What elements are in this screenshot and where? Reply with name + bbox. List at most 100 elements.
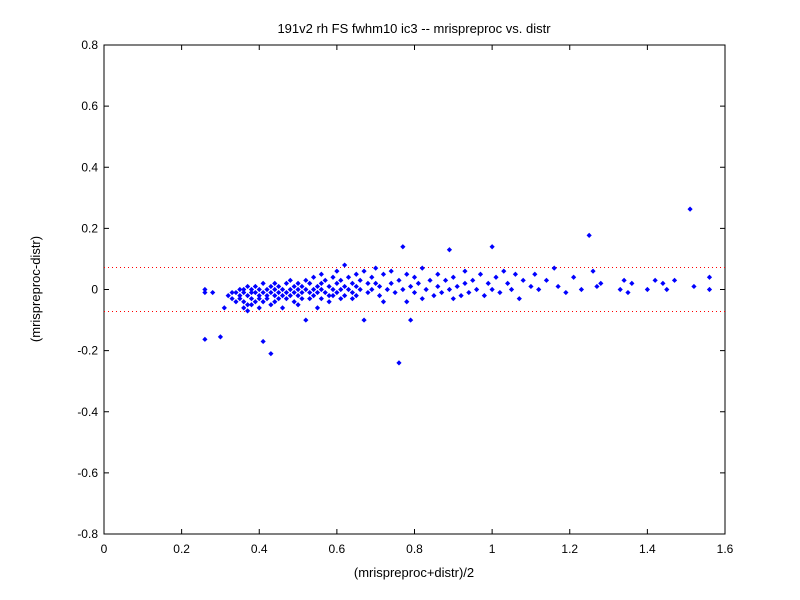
data-point (272, 293, 278, 299)
data-point (326, 299, 332, 305)
data-point (256, 296, 262, 302)
data-point (342, 293, 348, 299)
data-point (555, 283, 561, 290)
data-point (338, 277, 344, 283)
y-tick-label: 0.6 (81, 99, 98, 113)
data-point (310, 293, 317, 299)
data-point (489, 244, 495, 250)
data-point (357, 277, 363, 283)
data-point (237, 293, 243, 299)
data-point (225, 293, 231, 299)
data-point (423, 286, 429, 293)
data-point (256, 305, 262, 311)
y-tick-label: -0.4 (77, 405, 98, 419)
data-point (629, 280, 635, 286)
data-point (427, 277, 433, 283)
data-point (221, 305, 227, 311)
data-point (691, 283, 697, 290)
data-point (268, 289, 274, 296)
data-point (322, 277, 328, 283)
data-point (361, 268, 367, 274)
data-point (233, 299, 239, 305)
data-point (625, 289, 631, 296)
data-point (586, 232, 592, 239)
data-point (349, 289, 355, 296)
data-point (388, 280, 394, 286)
data-point (353, 293, 359, 299)
y-axis-label: (mrispreproc-distr) (28, 236, 43, 342)
data-point (268, 283, 274, 290)
data-point (248, 286, 255, 293)
data-point (373, 280, 379, 286)
data-point (314, 283, 321, 290)
data-point (245, 308, 251, 314)
data-point (516, 296, 522, 302)
data-point (345, 274, 352, 280)
data-point (501, 268, 507, 274)
data-point (353, 271, 359, 277)
data-point (446, 247, 453, 253)
data-point (477, 271, 484, 277)
data-point (295, 280, 301, 286)
data-point (380, 299, 387, 305)
data-point (318, 271, 324, 277)
data-points (202, 206, 713, 366)
data-point (442, 277, 449, 283)
data-point (307, 296, 313, 302)
data-point (241, 286, 247, 293)
data-point (237, 296, 243, 302)
chart-title: 191v2 rh FS fwhm10 ic3 -- mrispreproc vs… (277, 21, 551, 36)
data-point (279, 293, 286, 299)
data-point (594, 283, 600, 290)
data-point (229, 289, 235, 296)
data-point (256, 286, 262, 293)
data-point (660, 280, 666, 286)
x-tick-label: 1.4 (639, 542, 656, 556)
x-tick-label: 0 (101, 542, 108, 556)
data-point (365, 280, 371, 286)
data-point (450, 274, 456, 280)
data-point (307, 289, 313, 296)
data-point (322, 289, 328, 296)
data-point (252, 299, 258, 305)
data-point (652, 277, 658, 283)
x-tick-label: 0.4 (251, 542, 268, 556)
data-point (330, 293, 336, 299)
data-point (248, 302, 255, 308)
data-point (435, 271, 441, 277)
data-point (411, 289, 418, 296)
data-point (276, 283, 282, 290)
data-point (450, 296, 456, 302)
data-point (388, 268, 394, 274)
data-point (260, 289, 266, 296)
data-point (706, 286, 713, 293)
data-point (466, 289, 472, 296)
data-point (334, 280, 340, 286)
data-point (260, 338, 266, 345)
data-point (400, 286, 406, 293)
data-point (571, 274, 577, 280)
data-point (202, 289, 208, 296)
data-point (485, 280, 491, 286)
x-axis-label: (mrispreproc+distr)/2 (354, 565, 474, 580)
data-point (687, 206, 693, 212)
x-tick-label: 1 (489, 542, 496, 556)
data-point (287, 293, 293, 299)
data-point (291, 283, 297, 290)
data-point (283, 296, 290, 302)
y-tick-label: 0.2 (81, 221, 98, 235)
y-tick-label: -0.2 (77, 344, 98, 358)
data-point (431, 293, 437, 299)
data-point (404, 271, 410, 277)
data-point (252, 283, 258, 290)
data-point (279, 305, 286, 311)
data-point (318, 296, 324, 302)
data-point (349, 280, 355, 286)
data-point (287, 277, 293, 283)
data-point (260, 299, 266, 305)
data-point (415, 280, 421, 286)
data-point (419, 265, 425, 271)
data-point (454, 283, 460, 290)
data-point (617, 286, 623, 293)
data-point (303, 277, 309, 283)
